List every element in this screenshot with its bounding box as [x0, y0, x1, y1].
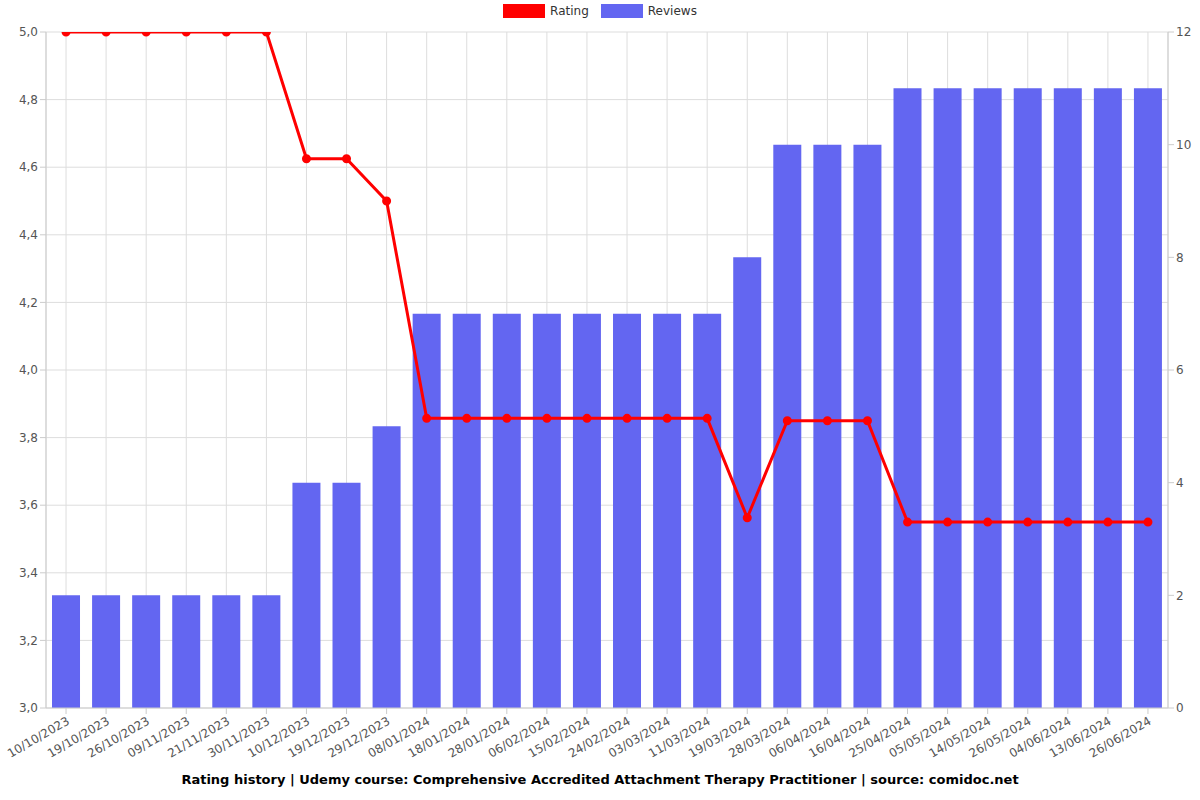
svg-text:03/03/2024: 03/03/2024	[606, 713, 673, 761]
svg-text:4,6: 4,6	[19, 160, 38, 174]
svg-text:10: 10	[1176, 138, 1191, 152]
svg-text:26/05/2024: 26/05/2024	[966, 713, 1034, 761]
html-text:Rating history | Udemy course:: Rating history | Udemy course: Comprehen…	[181, 772, 1019, 787]
svg-text:8: 8	[1176, 251, 1184, 265]
html-text:Rating: Rating	[550, 4, 589, 18]
svg-text:05/05/2024: 05/05/2024	[886, 713, 954, 761]
svg-text:16/04/2024: 16/04/2024	[806, 713, 874, 761]
svg-text:19/10/2023: 19/10/2023	[45, 713, 112, 761]
svg-text:11/03/2024: 11/03/2024	[646, 713, 713, 761]
svg-text:4,8: 4,8	[19, 93, 38, 107]
svg-text:4,0: 4,0	[19, 363, 38, 377]
svg-text:12: 12	[1176, 25, 1191, 39]
svg-text:13/06/2024: 13/06/2024	[1046, 713, 1114, 761]
svg-text:28/03/2024: 28/03/2024	[726, 713, 794, 761]
svg-text:6: 6	[1176, 363, 1184, 377]
svg-text:06/02/2024: 06/02/2024	[485, 713, 553, 761]
svg-text:14/05/2024: 14/05/2024	[926, 713, 994, 761]
svg-text:29/12/2023: 29/12/2023	[325, 713, 393, 761]
svg-text:19/12/2023: 19/12/2023	[285, 713, 353, 761]
svg-text:19/03/2024: 19/03/2024	[686, 713, 753, 761]
svg-text:4: 4	[1176, 476, 1184, 490]
svg-text:21/11/2023: 21/11/2023	[165, 713, 233, 761]
svg-text:3,8: 3,8	[19, 431, 38, 445]
svg-text:26/10/2023: 26/10/2023	[85, 713, 152, 761]
svg-text:3,4: 3,4	[19, 566, 38, 580]
svg-text:3,6: 3,6	[19, 498, 38, 512]
svg-text:3,2: 3,2	[19, 634, 38, 648]
svg-text:3,0: 3,0	[19, 701, 38, 715]
svg-text:26/06/2024: 26/06/2024	[1087, 714, 1154, 761]
svg-text:15/02/2024: 15/02/2024	[525, 713, 593, 761]
svg-text:0: 0	[1176, 701, 1184, 715]
svg-text:04/06/2024: 04/06/2024	[1006, 713, 1074, 761]
svg-text:30/11/2023: 30/11/2023	[205, 713, 273, 761]
html-text:Reviews: Reviews	[647, 4, 697, 18]
svg-text:2: 2	[1176, 589, 1184, 603]
svg-text:08/01/2024: 08/01/2024	[365, 713, 433, 761]
svg-text:10/12/2023: 10/12/2023	[245, 713, 313, 761]
svg-text:09/11/2023: 09/11/2023	[125, 713, 192, 761]
svg-text:4,2: 4,2	[19, 296, 38, 310]
svg-text:24/02/2024: 24/02/2024	[565, 713, 633, 761]
svg-text:25/04/2024: 25/04/2024	[846, 713, 914, 761]
svg-text:18/01/2024: 18/01/2024	[405, 713, 473, 761]
svg-text:5,0: 5,0	[19, 25, 38, 39]
svg-text:4,4: 4,4	[19, 228, 38, 242]
svg-text:06/04/2024: 06/04/2024	[766, 713, 834, 761]
svg-text:28/01/2024: 28/01/2024	[445, 713, 513, 761]
